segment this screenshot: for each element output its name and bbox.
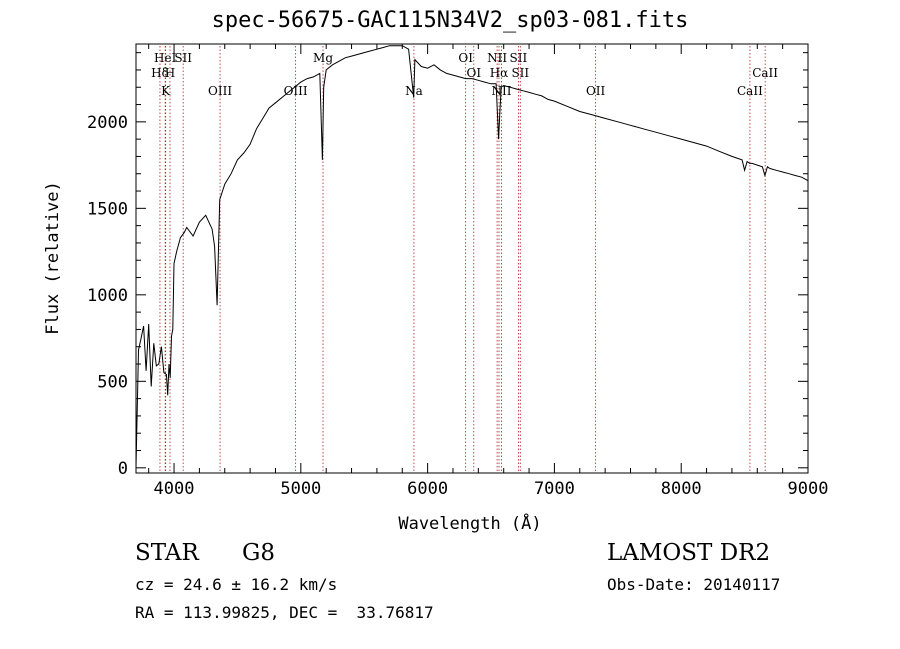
line-marker-label: OI bbox=[458, 51, 473, 65]
spectrum-line bbox=[135, 45, 809, 468]
x-tick-label: 9000 bbox=[788, 479, 829, 499]
line-marker-label: H bbox=[165, 66, 175, 80]
line-marker-label: Hδ bbox=[151, 66, 169, 80]
line-marker-label: CaII bbox=[752, 66, 778, 80]
survey-name: LAMOST DR2 bbox=[607, 540, 771, 566]
x-tick-label: 6000 bbox=[407, 479, 448, 499]
y-tick-label: 0 bbox=[118, 459, 128, 479]
object-class: STAR bbox=[135, 540, 199, 566]
y-tick-label: 500 bbox=[97, 372, 128, 392]
plot-frame bbox=[135, 43, 809, 474]
line-marker-label: K bbox=[161, 84, 171, 98]
observation-date: Obs-Date: 20140117 bbox=[607, 575, 781, 594]
x-axis-label: Wavelength (Å) bbox=[398, 512, 541, 534]
y-axis-label: Flux (relative) bbox=[43, 181, 63, 335]
line-marker-label: OIII bbox=[208, 84, 232, 98]
coordinates: RA = 113.99825, DEC = 33.76817 bbox=[135, 603, 434, 622]
line-marker-label: SII bbox=[510, 51, 528, 65]
line-marker-label: Hα bbox=[490, 66, 509, 80]
line-marker-label: Mg bbox=[313, 51, 333, 65]
line-marker-label: HeI bbox=[154, 51, 177, 65]
line-marker-label: NII bbox=[487, 51, 507, 65]
chart-title: spec-56675-GAC115N34V2_sp03-081.fits bbox=[211, 8, 689, 33]
line-markers bbox=[159, 46, 766, 473]
x-axis: 4000 5000 6000 7000 8000 9000 bbox=[148, 44, 829, 499]
line-marker-label: SII bbox=[174, 51, 192, 65]
line-marker-label: NII bbox=[492, 84, 512, 98]
redshift-info: cz = 24.6 ± 16.2 km/s bbox=[135, 575, 338, 594]
line-marker-label: OIII bbox=[284, 84, 308, 98]
object-subclass: G8 bbox=[242, 540, 276, 566]
y-tick-label: 1500 bbox=[87, 199, 128, 219]
x-tick-label: 7000 bbox=[534, 479, 575, 499]
line-marker-label: OI bbox=[466, 66, 481, 80]
x-tick-label: 8000 bbox=[661, 479, 702, 499]
x-tick-label: 4000 bbox=[154, 479, 195, 499]
line-marker-label: OII bbox=[586, 84, 606, 98]
x-tick-label: 5000 bbox=[280, 479, 321, 499]
y-tick-label: 1000 bbox=[87, 286, 128, 306]
line-marker-label: CaII bbox=[737, 84, 763, 98]
y-tick-label: 2000 bbox=[87, 113, 128, 133]
line-marker-label: SII bbox=[511, 66, 529, 80]
y-axis: 0 500 1000 1500 2000 bbox=[87, 52, 808, 479]
